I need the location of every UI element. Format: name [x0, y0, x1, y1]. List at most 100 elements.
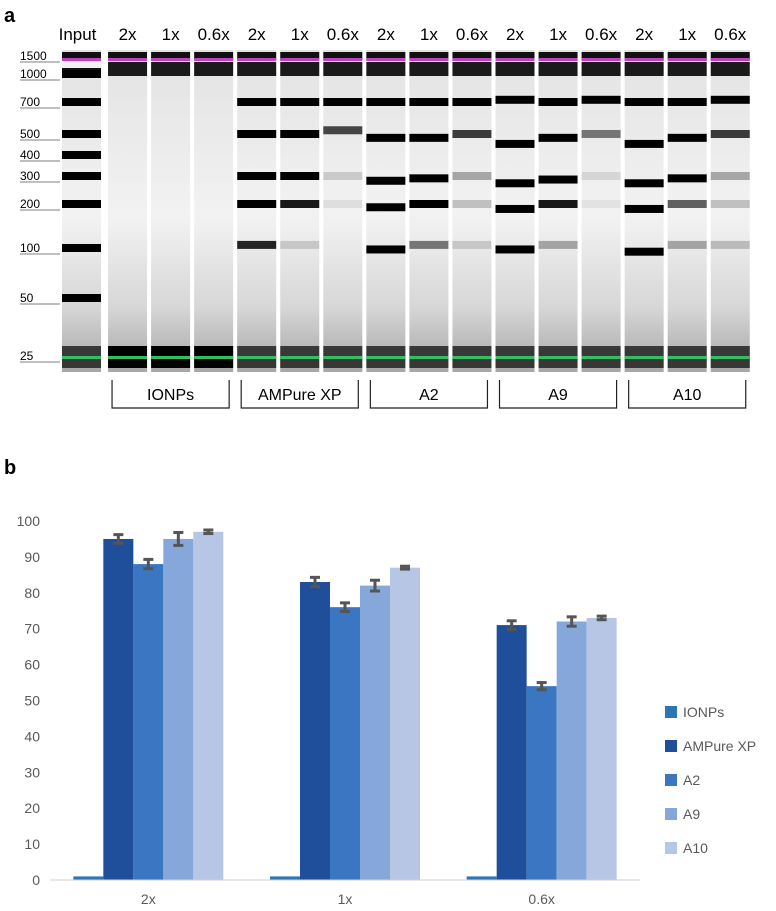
lower-marker — [151, 356, 191, 359]
gel-lane — [452, 50, 492, 372]
ladder-label: 1500 — [20, 49, 47, 63]
legend-swatch — [665, 740, 677, 752]
upper-marker — [151, 58, 191, 61]
y-tick-label: 60 — [24, 657, 40, 673]
gel-lane — [62, 50, 101, 372]
upper-marker — [495, 58, 535, 61]
error-bar — [143, 557, 154, 571]
bar — [390, 567, 420, 880]
dna-band — [323, 126, 363, 135]
gel-image — [62, 50, 750, 372]
dna-band — [366, 133, 406, 142]
top-band — [538, 52, 578, 60]
bar — [163, 538, 194, 880]
y-tick-label: 50 — [24, 693, 40, 709]
lane-header: 2x — [119, 25, 137, 44]
legend-label: AMPure XP — [683, 738, 756, 754]
upper-marker — [581, 58, 621, 61]
gel-lane — [151, 50, 191, 372]
lower-marker — [710, 356, 750, 359]
top-band — [710, 52, 750, 60]
dna-band — [280, 240, 320, 249]
lower-marker — [194, 356, 234, 359]
lane-smear — [108, 50, 148, 372]
top-band — [710, 62, 750, 76]
top-band — [452, 62, 492, 76]
group-label: AMPure XP — [258, 387, 342, 404]
ladder-label: 1000 — [20, 67, 47, 81]
lane-header: Input — [59, 25, 97, 44]
dna-band — [667, 200, 707, 208]
dna-band — [62, 172, 101, 180]
error-bar — [340, 601, 350, 613]
lower-marker — [452, 356, 492, 359]
lower-marker — [538, 356, 578, 359]
dna-band — [710, 95, 750, 104]
gel-lane — [194, 50, 234, 372]
legend-swatch — [665, 706, 677, 718]
dna-band — [710, 172, 750, 180]
legend-label: IONPs — [683, 704, 724, 720]
upper-marker — [237, 58, 277, 61]
dna-band — [366, 98, 406, 106]
y-axis: 0 10 20 30 40 50 60 70 80 90 100 — [17, 513, 41, 888]
dna-band — [62, 98, 101, 106]
dna-band — [452, 130, 492, 138]
lower-marker — [581, 356, 621, 359]
lane-header: 0.6x — [585, 25, 618, 44]
panel-a-label: a — [4, 5, 16, 27]
gel-lane — [108, 50, 148, 372]
top-band — [581, 62, 621, 76]
dna-band — [624, 98, 664, 106]
upper-marker — [323, 58, 363, 61]
bar — [133, 564, 164, 880]
dna-band — [280, 98, 320, 106]
dna-band — [323, 98, 363, 106]
top-band — [452, 52, 492, 60]
top-band — [667, 62, 707, 76]
dna-band — [237, 200, 277, 208]
dna-band — [710, 130, 750, 138]
dna-band — [62, 200, 101, 208]
lower-marker — [108, 356, 148, 359]
gel-lane — [581, 50, 621, 372]
lower-marker — [237, 356, 277, 359]
upper-marker — [710, 58, 750, 61]
top-band — [280, 52, 320, 60]
top-band — [194, 62, 234, 76]
error-bar — [203, 528, 214, 536]
error-bar — [310, 575, 320, 589]
dna-band — [495, 204, 535, 213]
dna-band — [452, 98, 492, 106]
lane-header: 1x — [420, 25, 438, 44]
dna-band — [538, 175, 578, 184]
y-tick-label: 10 — [24, 836, 40, 852]
top-band — [151, 52, 191, 60]
bar — [496, 625, 527, 880]
error-bar — [113, 533, 124, 545]
error-bar — [370, 578, 380, 593]
y-tick-label: 40 — [24, 728, 40, 744]
gel-lane — [495, 50, 535, 372]
gel-lane — [710, 50, 750, 372]
upper-marker — [366, 58, 406, 61]
dna-band — [237, 130, 277, 138]
dna-band — [280, 200, 320, 208]
dna-band — [495, 245, 535, 254]
dna-band — [581, 200, 621, 208]
y-tick-label: 30 — [24, 764, 40, 780]
lane-header: 1x — [162, 25, 180, 44]
ladder-label: 50 — [20, 291, 34, 305]
dna-band — [409, 240, 449, 249]
gel-lane — [624, 50, 664, 372]
lower-marker — [366, 356, 406, 359]
group-bracket — [111, 380, 230, 409]
group-label: A9 — [548, 387, 568, 404]
dna-band — [452, 172, 492, 180]
bar — [360, 585, 390, 880]
lane-header: 2x — [377, 25, 395, 44]
top-band — [538, 62, 578, 76]
group-label: A2 — [419, 387, 439, 404]
error-bar — [400, 564, 410, 571]
gel-lane — [280, 50, 320, 372]
